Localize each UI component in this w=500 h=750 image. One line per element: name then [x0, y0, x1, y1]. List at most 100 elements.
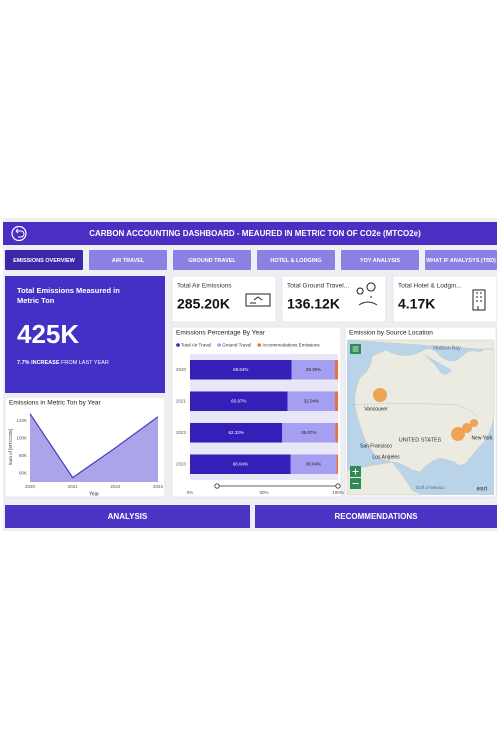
- slider-handle[interactable]: [335, 483, 341, 489]
- x-axis-label: Year: [89, 491, 99, 497]
- legend-label: Total Air Travel: [181, 343, 211, 348]
- back-icon[interactable]: [11, 225, 27, 242]
- area-line: [29, 413, 159, 479]
- action-button[interactable]: [5, 505, 250, 528]
- nav-button[interactable]: [257, 250, 335, 270]
- map-label: Vancouver: [364, 406, 388, 412]
- map-label: Gulf of Mexico: [416, 485, 445, 490]
- slider-handle[interactable]: [214, 483, 220, 489]
- summary-card: [5, 276, 165, 393]
- nav-button-label[interactable]: AIR TRAVEL: [112, 258, 145, 264]
- data-label: 35.87%: [301, 430, 316, 435]
- bar-segment: [282, 422, 336, 443]
- nav-button[interactable]: [341, 250, 419, 270]
- nav-button-label[interactable]: HOTEL & LODGING: [270, 258, 321, 264]
- legend-label: Ground Travel: [222, 343, 251, 348]
- y-tick-label: 80K: [19, 453, 27, 458]
- kpi-label: Total Air Emissions: [177, 283, 232, 290]
- map-label: UNITED STATES: [399, 437, 442, 443]
- summary-change: 7.7% INCREASE: [17, 360, 60, 366]
- x-tick-label: 2022: [110, 484, 121, 489]
- y-tick-label: 2022: [176, 430, 187, 435]
- nav-button-label[interactable]: EMISSIONS OVERVIEW: [13, 258, 75, 264]
- bar-segment: [190, 422, 283, 443]
- map-label: esri: [477, 487, 488, 493]
- x-tick-label: 0%: [187, 490, 194, 495]
- y-tick-label: 2023: [176, 461, 187, 466]
- data-label: 30.84%: [306, 461, 321, 466]
- summary-title: Total Emissions Measured in Metric Ton: [17, 286, 120, 305]
- nav-button-label[interactable]: GROUND TRAVEL: [188, 258, 236, 264]
- y-tick-label: 60K: [19, 470, 27, 475]
- map-label: Los Angeles: [372, 454, 400, 460]
- nav-button-label[interactable]: WHAT IF ANALYSYS (TBD): [426, 258, 496, 264]
- bar-segment: [190, 454, 291, 475]
- y-tick-label: 2021: [176, 398, 187, 403]
- kpi-label: Total Hotel & Lodgin...: [398, 283, 462, 290]
- kpi-value: 136.12K: [287, 296, 340, 312]
- bar-segment: [291, 359, 336, 380]
- kpi-card: [171, 275, 277, 323]
- map-bubble[interactable]: [451, 427, 465, 441]
- map-title: Emission by Source Location: [349, 330, 433, 337]
- nav-button[interactable]: [89, 250, 167, 270]
- map-label: New York: [471, 435, 493, 441]
- back-button[interactable]: [11, 225, 27, 242]
- x-tick-label: 2020: [25, 484, 36, 489]
- action-button-label[interactable]: ANALYSIS: [108, 512, 148, 521]
- data-label: 32.04%: [304, 398, 319, 403]
- kpi-value: 4.17K: [398, 296, 435, 312]
- chart-title: Emissions Percentage By Year: [176, 330, 266, 337]
- map-bubble[interactable]: [470, 419, 478, 427]
- map-border: [351, 403, 479, 419]
- data-label: 68.04%: [233, 461, 248, 466]
- action-button-label[interactable]: RECOMMENDATIONS: [335, 512, 419, 521]
- bar-segment: [290, 454, 337, 475]
- area: [30, 413, 158, 482]
- kpi-icon: [356, 282, 378, 306]
- summary-change-note: FROM LAST YEAR: [61, 360, 109, 366]
- legend-marker: [257, 343, 262, 347]
- bar-segment: [335, 422, 338, 443]
- kpi-value: 285.20K: [177, 296, 230, 312]
- nav-button[interactable]: [425, 250, 497, 270]
- summary-value: 425K: [17, 319, 79, 349]
- nav-button-label[interactable]: YOY ANALYSIS: [360, 258, 400, 264]
- x-tick-label: 50%: [259, 490, 268, 495]
- kpi-card: [392, 275, 498, 323]
- data-label: 65.97%: [231, 398, 246, 403]
- action-button[interactable]: [255, 505, 497, 528]
- y-tick-label: 100K: [16, 435, 27, 440]
- bar-segment: [335, 391, 338, 412]
- x-tick-label: 2023: [153, 484, 164, 489]
- chart-title: Emissions in Metric Ton by Year: [9, 400, 101, 407]
- kpi-icon: [245, 293, 271, 307]
- y-axis-label: Sum of [MTCO2E]: [8, 429, 13, 466]
- kpi-icon: [472, 289, 486, 311]
- map-bubble[interactable]: [462, 423, 472, 433]
- data-label: 68.64%: [233, 367, 248, 372]
- map-labels: Hudson Bay Vancouver UNITED STATES San Fran…: [360, 345, 493, 492]
- x-tick-label: 100%: [332, 490, 344, 495]
- bar-segment: [190, 391, 288, 412]
- header-bar: [3, 222, 497, 245]
- legend-marker: [217, 343, 221, 347]
- map-label: San Francisco: [360, 443, 392, 449]
- map-menu-icon: [352, 346, 359, 352]
- data-label: 29.39%: [306, 367, 321, 372]
- bar-segment: [287, 391, 336, 412]
- map-zoom-icons: [352, 468, 359, 484]
- y-tick-label: 2020: [176, 367, 187, 372]
- kpi-label: Total Ground Travel...: [287, 283, 349, 290]
- bar-segment: [335, 359, 338, 380]
- back-arrow[interactable]: [15, 228, 25, 238]
- y-tick-label: 120K: [16, 418, 27, 423]
- nav-button[interactable]: [173, 250, 251, 270]
- map-mexico: [346, 461, 423, 496]
- nav-button[interactable]: [5, 250, 83, 270]
- bottom-buttons: ANALYSIS RECOMMENDATIONS: [5, 505, 497, 528]
- bar-segment: [336, 454, 338, 475]
- map-bubble[interactable]: [373, 388, 387, 402]
